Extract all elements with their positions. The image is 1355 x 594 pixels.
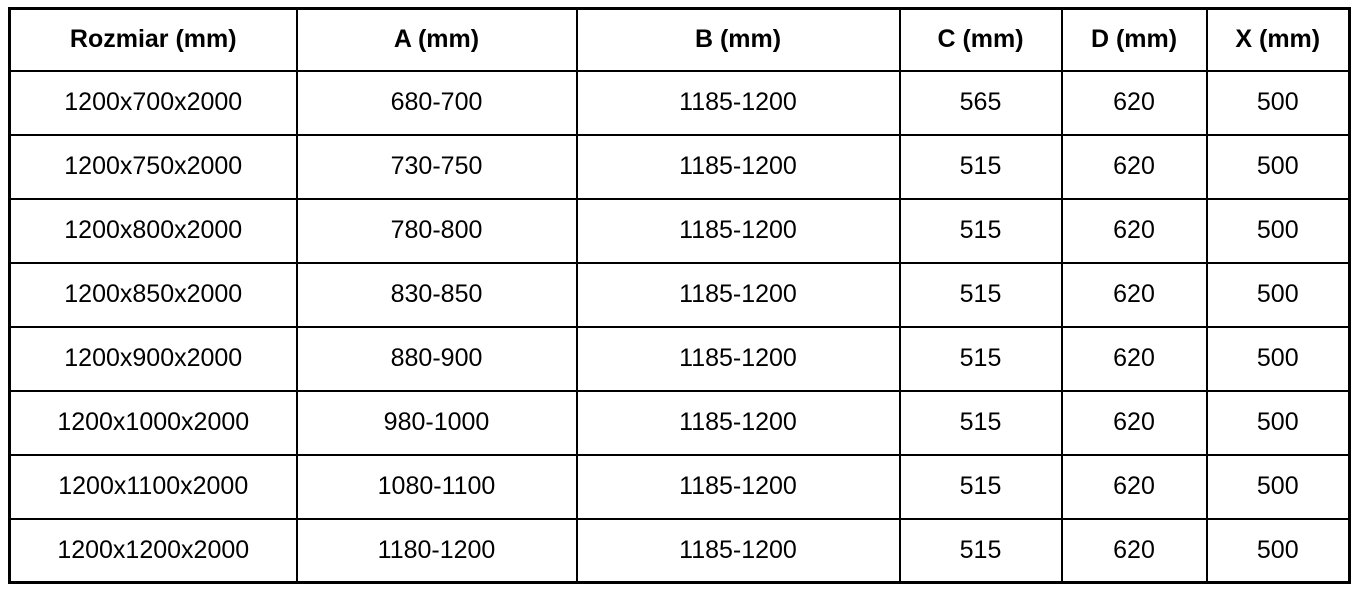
cell-x: 500 <box>1205 453 1351 520</box>
column-header-a: A (mm) <box>295 7 578 72</box>
cell-c: 515 <box>898 453 1063 520</box>
cell-b: 1185-1200 <box>575 325 901 392</box>
cell-d: 620 <box>1060 69 1208 136</box>
cell-rozmiar: 1200x750x2000 <box>8 133 298 200</box>
table-row: 1200x1000x2000 980-1000 1185-1200 515 62… <box>8 389 1351 456</box>
cell-b: 1185-1200 <box>575 453 901 520</box>
cell-x: 500 <box>1205 517 1351 584</box>
cell-a: 680-700 <box>295 69 578 136</box>
cell-d: 620 <box>1060 453 1208 520</box>
cell-c: 515 <box>898 261 1063 328</box>
cell-a: 980-1000 <box>295 389 578 456</box>
cell-a: 780-800 <box>295 197 578 264</box>
cell-a: 830-850 <box>295 261 578 328</box>
cell-x: 500 <box>1205 69 1351 136</box>
column-header-d: D (mm) <box>1060 7 1208 72</box>
size-specification-table: Rozmiar (mm) A (mm) B (mm) C (mm) D (mm)… <box>8 7 1351 584</box>
cell-a: 1080-1100 <box>295 453 578 520</box>
cell-x: 500 <box>1205 389 1351 456</box>
cell-c: 515 <box>898 389 1063 456</box>
cell-a: 1180-1200 <box>295 517 578 584</box>
table-row: 1200x900x2000 880-900 1185-1200 515 620 … <box>8 325 1351 392</box>
column-header-c: C (mm) <box>898 7 1063 72</box>
cell-c: 515 <box>898 517 1063 584</box>
column-header-x: X (mm) <box>1205 7 1351 72</box>
cell-c: 515 <box>898 133 1063 200</box>
cell-d: 620 <box>1060 133 1208 200</box>
header-row: Rozmiar (mm) A (mm) B (mm) C (mm) D (mm)… <box>8 7 1351 72</box>
cell-x: 500 <box>1205 261 1351 328</box>
cell-rozmiar: 1200x1000x2000 <box>8 389 298 456</box>
cell-d: 620 <box>1060 325 1208 392</box>
table-row: 1200x800x2000 780-800 1185-1200 515 620 … <box>8 197 1351 264</box>
cell-a: 880-900 <box>295 325 578 392</box>
cell-b: 1185-1200 <box>575 133 901 200</box>
table-row: 1200x1100x2000 1080-1100 1185-1200 515 6… <box>8 453 1351 520</box>
cell-b: 1185-1200 <box>575 389 901 456</box>
cell-b: 1185-1200 <box>575 261 901 328</box>
column-header-rozmiar: Rozmiar (mm) <box>8 7 298 72</box>
cell-c: 565 <box>898 69 1063 136</box>
cell-rozmiar: 1200x1100x2000 <box>8 453 298 520</box>
table-row: 1200x700x2000 680-700 1185-1200 565 620 … <box>8 69 1351 136</box>
cell-d: 620 <box>1060 389 1208 456</box>
cell-rozmiar: 1200x900x2000 <box>8 325 298 392</box>
cell-x: 500 <box>1205 197 1351 264</box>
cell-c: 515 <box>898 325 1063 392</box>
table-row: 1200x1200x2000 1180-1200 1185-1200 515 6… <box>8 517 1351 584</box>
cell-b: 1185-1200 <box>575 517 901 584</box>
cell-rozmiar: 1200x700x2000 <box>8 69 298 136</box>
table-row: 1200x850x2000 830-850 1185-1200 515 620 … <box>8 261 1351 328</box>
cell-d: 620 <box>1060 517 1208 584</box>
cell-rozmiar: 1200x850x2000 <box>8 261 298 328</box>
cell-rozmiar: 1200x800x2000 <box>8 197 298 264</box>
cell-d: 620 <box>1060 261 1208 328</box>
cell-rozmiar: 1200x1200x2000 <box>8 517 298 584</box>
table-row: 1200x750x2000 730-750 1185-1200 515 620 … <box>8 133 1351 200</box>
cell-d: 620 <box>1060 197 1208 264</box>
cell-x: 500 <box>1205 133 1351 200</box>
cell-a: 730-750 <box>295 133 578 200</box>
cell-x: 500 <box>1205 325 1351 392</box>
cell-b: 1185-1200 <box>575 69 901 136</box>
column-header-b: B (mm) <box>575 7 901 72</box>
cell-c: 515 <box>898 197 1063 264</box>
cell-b: 1185-1200 <box>575 197 901 264</box>
